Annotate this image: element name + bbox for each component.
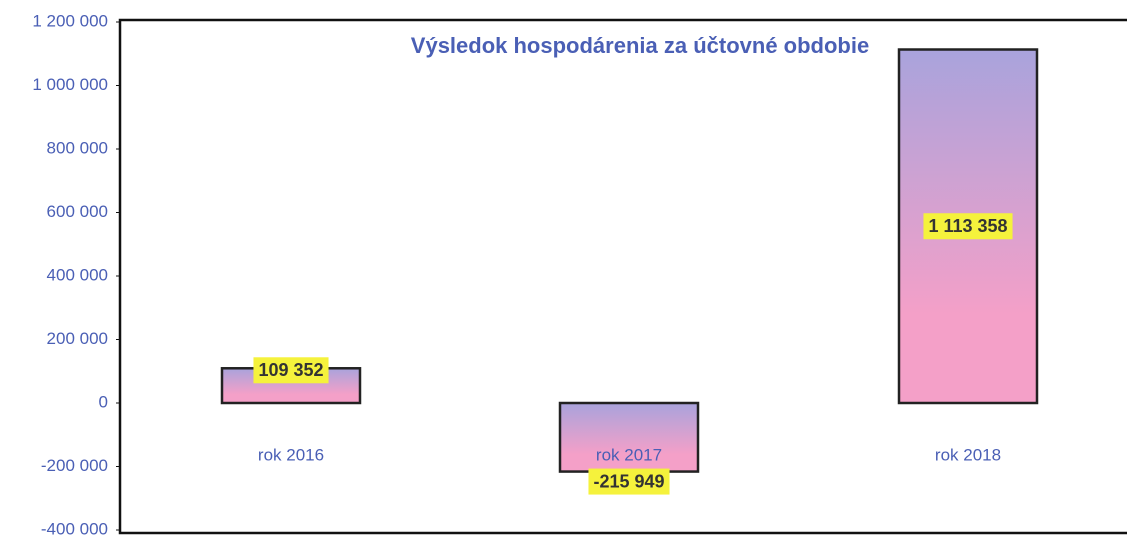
chart-title: Výsledok hospodárenia za účtovné obdobie [411, 33, 869, 58]
data-label: -215 949 [593, 471, 664, 491]
y-tick-label: 200 000 [47, 329, 108, 348]
x-tick-label: rok 2018 [935, 445, 1001, 464]
y-tick-label: 1 200 000 [32, 11, 108, 30]
y-tick-label: 0 [99, 392, 108, 411]
data-label: 1 113 358 [928, 216, 1007, 236]
y-tick-label: -200 000 [41, 456, 108, 475]
y-tick-label: 600 000 [47, 202, 108, 221]
x-tick-label: rok 2016 [258, 445, 324, 464]
y-tick-label: 1 000 000 [32, 75, 108, 94]
y-tick-label: -400 000 [41, 519, 108, 537]
data-label-bg [588, 468, 670, 495]
data-label-bg [923, 213, 1013, 240]
x-tick-label: rok 2017 [596, 445, 662, 464]
y-tick-label: 400 000 [47, 265, 108, 284]
data-label: 109 352 [258, 360, 323, 380]
y-tick-label: 800 000 [47, 138, 108, 157]
data-label-bg [253, 357, 329, 384]
